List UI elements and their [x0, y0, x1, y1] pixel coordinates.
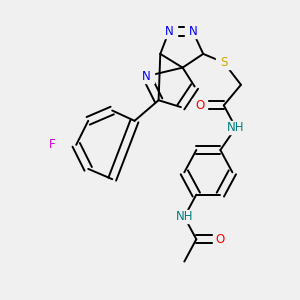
- Bar: [139, 70, 154, 83]
- Bar: [44, 138, 60, 152]
- Bar: [192, 99, 208, 112]
- Bar: [161, 25, 177, 38]
- Bar: [185, 25, 201, 38]
- Bar: [175, 210, 194, 224]
- Text: S: S: [220, 56, 227, 69]
- Text: N: N: [188, 25, 197, 38]
- Text: N: N: [164, 25, 173, 38]
- Bar: [226, 121, 245, 134]
- Text: O: O: [216, 233, 225, 246]
- Text: F: F: [49, 138, 56, 152]
- Bar: [216, 56, 232, 69]
- Text: NH: NH: [227, 121, 244, 134]
- Text: NH: NH: [176, 210, 193, 224]
- Text: N: N: [142, 70, 151, 83]
- Bar: [213, 233, 228, 246]
- Text: O: O: [195, 99, 204, 112]
